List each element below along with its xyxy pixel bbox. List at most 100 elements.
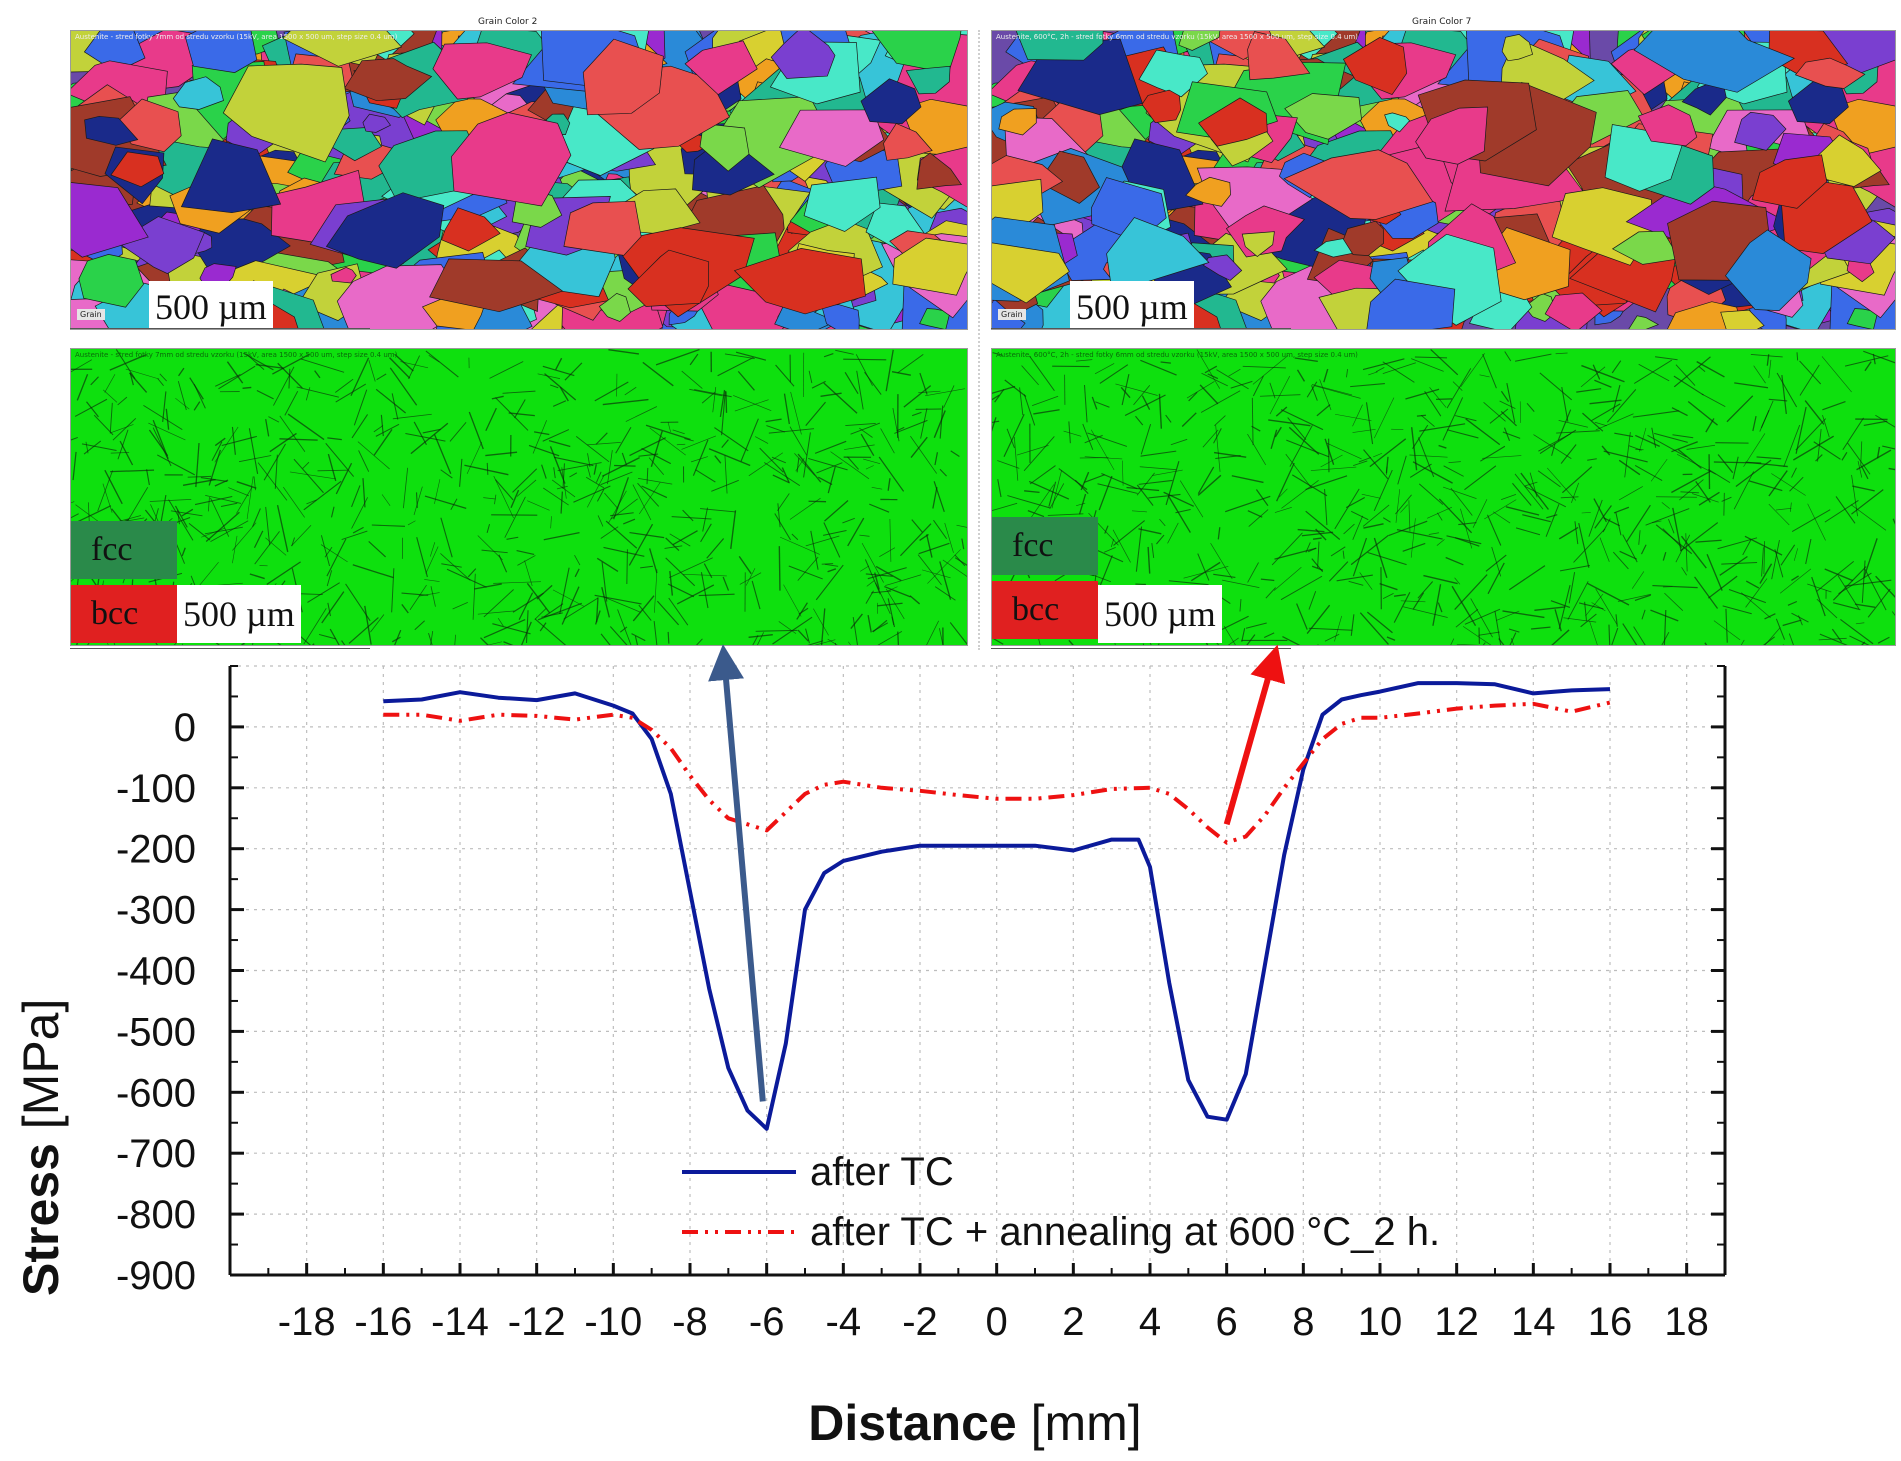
boundary-line bbox=[1276, 462, 1295, 502]
boundary-line bbox=[722, 576, 730, 591]
boundary-line bbox=[560, 491, 563, 514]
boundary-line bbox=[823, 353, 834, 358]
boundary-line bbox=[595, 432, 608, 445]
boundary-line bbox=[887, 478, 891, 491]
boundary-line bbox=[1215, 455, 1241, 459]
boundary-line bbox=[1196, 349, 1220, 389]
boundary-line bbox=[375, 388, 406, 414]
phase-map-left: Austenite - stred fotky 7mm od stredu vz… bbox=[70, 348, 968, 646]
grain bbox=[582, 38, 664, 116]
boundary-line bbox=[821, 563, 834, 565]
boundary-line bbox=[86, 401, 99, 418]
x-tick-label: 16 bbox=[1588, 1300, 1633, 1344]
boundary-line bbox=[869, 503, 890, 513]
boundary-line bbox=[1135, 415, 1144, 426]
x-tick-label: 18 bbox=[1664, 1300, 1709, 1344]
boundary-line bbox=[920, 408, 928, 439]
boundary-line bbox=[608, 349, 640, 355]
boundary-line bbox=[1454, 577, 1461, 585]
boundary-line bbox=[573, 485, 611, 503]
boundary-line bbox=[1743, 433, 1766, 467]
boundary-line bbox=[1650, 609, 1679, 622]
boundary-line bbox=[564, 362, 583, 381]
boundary-line bbox=[1618, 459, 1641, 476]
boundary-line bbox=[1361, 493, 1381, 499]
boundary-line bbox=[1661, 502, 1670, 509]
grain-legend-tag: Grain bbox=[998, 309, 1026, 320]
y-tick-label: -200 bbox=[116, 828, 196, 872]
boundary-line bbox=[1791, 575, 1799, 582]
grain bbox=[78, 254, 144, 308]
boundary-line bbox=[1560, 444, 1577, 464]
bcc-legend-key: bcc bbox=[71, 585, 177, 643]
boundary-line bbox=[1551, 443, 1556, 456]
boundary-line bbox=[848, 641, 851, 645]
grain bbox=[1725, 229, 1812, 311]
boundary-line bbox=[1382, 361, 1415, 383]
boundary-line bbox=[1807, 503, 1826, 541]
boundary-line bbox=[551, 479, 576, 498]
boundary-line bbox=[1140, 450, 1177, 457]
boundary-line bbox=[552, 589, 584, 607]
boundary-line bbox=[1446, 535, 1482, 545]
boundary-line bbox=[1343, 523, 1355, 535]
boundary-line bbox=[1112, 529, 1131, 563]
boundary-line bbox=[1855, 622, 1865, 625]
boundary-line bbox=[1615, 512, 1622, 536]
grain bbox=[821, 304, 860, 329]
boundary-line bbox=[850, 613, 863, 629]
boundary-line bbox=[1537, 470, 1561, 488]
boundary-line bbox=[1027, 510, 1045, 518]
boundary-line bbox=[1170, 438, 1188, 446]
boundary-line bbox=[318, 633, 336, 640]
boundary-line bbox=[1875, 575, 1895, 598]
boundary-line bbox=[1032, 395, 1059, 406]
boundary-line bbox=[1807, 583, 1832, 593]
boundary-line bbox=[1775, 507, 1792, 511]
boundary-line bbox=[1352, 429, 1376, 433]
boundary-line bbox=[174, 505, 188, 528]
boundary-line bbox=[1831, 628, 1843, 643]
boundary-line bbox=[157, 454, 196, 476]
boundary-line bbox=[1676, 454, 1716, 475]
boundary-line bbox=[112, 417, 137, 441]
boundary-line bbox=[1382, 362, 1416, 375]
boundary-line bbox=[104, 469, 123, 505]
boundary-line bbox=[1353, 460, 1368, 466]
boundary-line bbox=[843, 358, 887, 361]
boundary-line bbox=[422, 428, 441, 434]
boundary-line bbox=[689, 388, 723, 397]
ticks: -18 -16 -14 -12 -10 -8 -6 -4 -2 0 2 4 6 8 10 12 14 16 18 0 -… bbox=[116, 665, 1726, 1344]
boundary-line bbox=[640, 565, 654, 569]
grain bbox=[892, 237, 967, 296]
boundary-line bbox=[891, 371, 911, 376]
boundary-line bbox=[357, 441, 390, 470]
boundary-line bbox=[200, 476, 228, 482]
boundary-line bbox=[814, 639, 836, 645]
boundary-line bbox=[1791, 509, 1831, 532]
scale-bar-right bbox=[991, 328, 1291, 329]
boundary-line bbox=[400, 361, 429, 369]
boundary-line bbox=[1094, 363, 1115, 375]
boundary-line bbox=[1455, 415, 1477, 422]
boundary-line bbox=[877, 602, 903, 607]
boundary-line bbox=[327, 602, 331, 617]
boundary-line bbox=[1215, 425, 1221, 472]
boundary-line bbox=[1664, 592, 1684, 611]
boundary-line bbox=[805, 401, 826, 426]
x-tick-label: 14 bbox=[1511, 1300, 1556, 1344]
boundary-line bbox=[1287, 417, 1307, 441]
boundary-line bbox=[459, 458, 463, 487]
boundary-line bbox=[341, 530, 368, 541]
boundary-line bbox=[1759, 563, 1773, 584]
boundary-line bbox=[376, 373, 387, 381]
boundary-line bbox=[574, 554, 581, 566]
boundary-line bbox=[823, 530, 847, 536]
grain-map-left-header: Austenite - stred fotky 7mm od stredu vz… bbox=[75, 33, 398, 41]
boundary-line bbox=[1634, 465, 1663, 482]
y-tick-label: -300 bbox=[116, 889, 196, 933]
boundary-line bbox=[1824, 568, 1854, 582]
boundary-line bbox=[648, 457, 665, 475]
grain bbox=[916, 152, 963, 190]
boundary-line bbox=[1075, 359, 1093, 362]
